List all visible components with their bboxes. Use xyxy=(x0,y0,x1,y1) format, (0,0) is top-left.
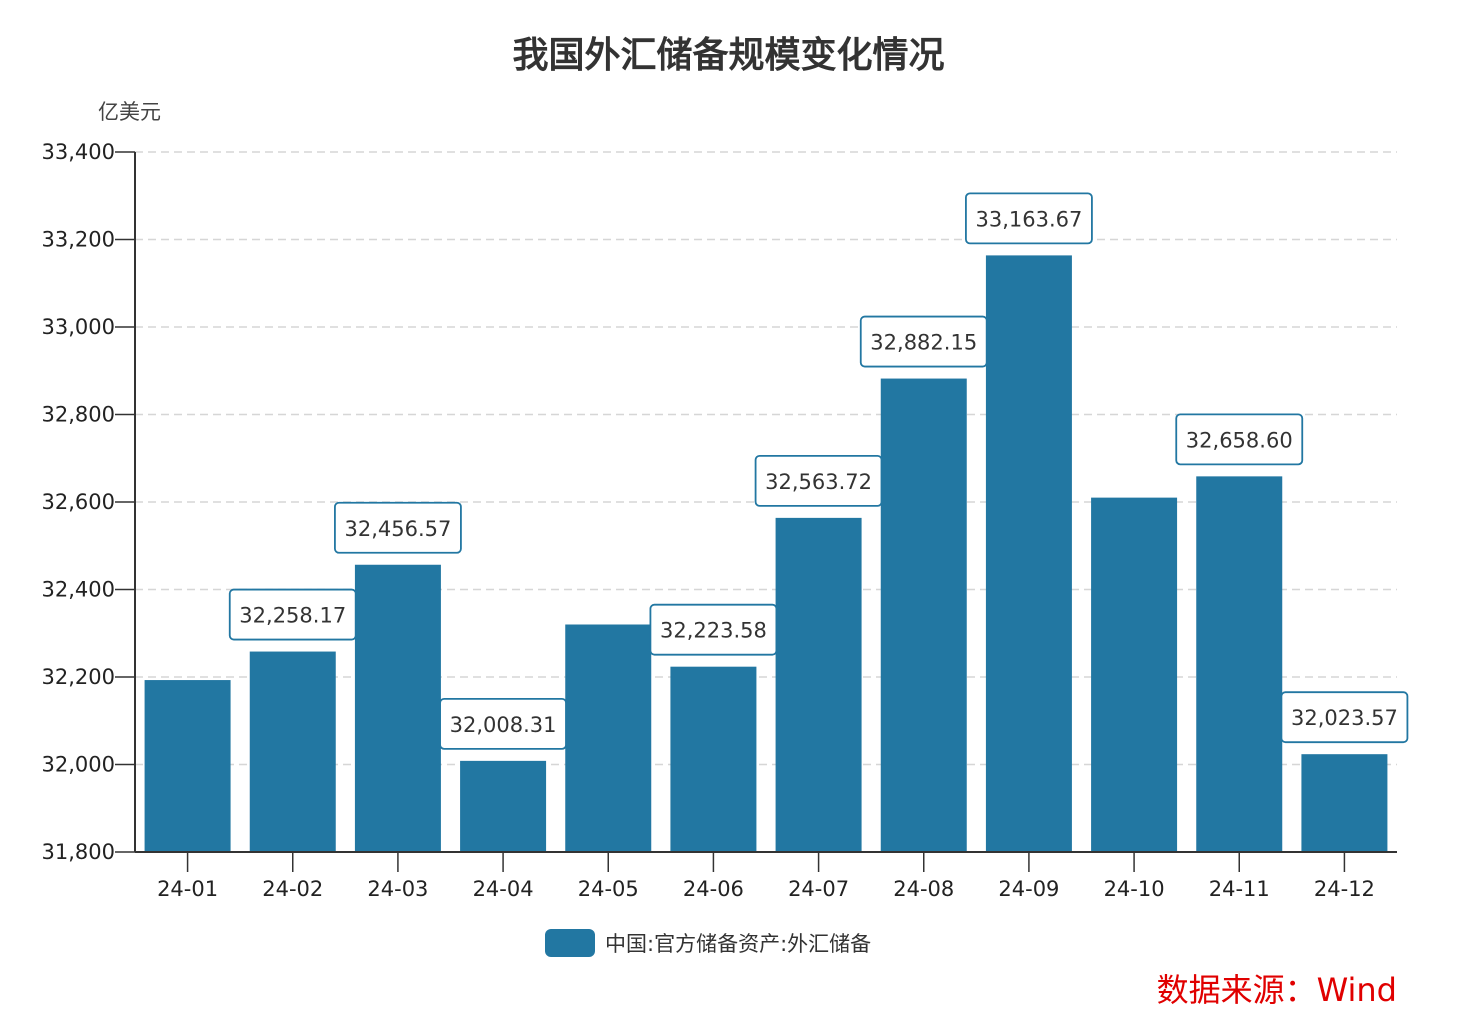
data-label: 32,258.17 xyxy=(239,604,346,628)
data-label: 32,023.57 xyxy=(1291,706,1398,730)
y-tick-label: 33,400 xyxy=(42,140,115,164)
x-tick-label: 24-09 xyxy=(998,877,1059,901)
bar xyxy=(249,651,336,852)
data-label: 32,456.57 xyxy=(344,517,451,541)
y-axis-unit-label: 亿美元 xyxy=(98,100,161,124)
data-label: 33,163.67 xyxy=(975,207,1082,231)
x-tick-label: 24-12 xyxy=(1314,877,1375,901)
bar xyxy=(354,564,441,852)
bar xyxy=(1091,497,1178,852)
data-label: 32,223.58 xyxy=(660,619,767,643)
data-label: 32,658.60 xyxy=(1186,428,1293,452)
x-tick-label: 24-07 xyxy=(788,877,849,901)
x-tick-label: 24-10 xyxy=(1104,877,1165,901)
legend-label: 中国:官方储备资产:外汇储备 xyxy=(605,932,872,956)
x-tick-label: 24-01 xyxy=(157,877,218,901)
y-tick-label: 32,600 xyxy=(42,490,115,514)
y-tick-label: 32,800 xyxy=(42,403,115,427)
y-tick-label: 32,200 xyxy=(42,665,115,689)
x-tick-label: 24-11 xyxy=(1209,877,1270,901)
data-label-box xyxy=(965,192,1093,245)
data-label-box xyxy=(1175,413,1304,466)
bar xyxy=(565,624,652,852)
chart-title: 我国外汇储备规模变化情况 xyxy=(512,35,945,76)
bar xyxy=(775,517,862,852)
bar xyxy=(1196,476,1283,852)
data-label-box xyxy=(1280,691,1409,744)
data-label: 32,882.15 xyxy=(870,331,977,355)
bar xyxy=(985,255,1072,852)
x-tick-label: 24-06 xyxy=(683,877,744,901)
data-label-box xyxy=(334,501,462,554)
data-label: 32,008.31 xyxy=(450,713,557,737)
y-tick-label: 31,800 xyxy=(42,840,115,864)
data-source: 数据来源：Wind xyxy=(1156,971,1397,1009)
x-tick-label: 24-08 xyxy=(893,877,954,901)
bar xyxy=(1301,754,1388,852)
x-tick-label: 24-05 xyxy=(578,877,639,901)
x-tick-label: 24-02 xyxy=(262,877,323,901)
y-tick-label: 32,400 xyxy=(42,578,115,602)
y-tick-label: 33,000 xyxy=(42,315,115,339)
legend[interactable]: 中国:官方储备资产:外汇储备 xyxy=(545,928,871,958)
bar xyxy=(144,680,231,852)
x-tick-label: 24-03 xyxy=(367,877,428,901)
y-tick-label: 33,200 xyxy=(42,228,115,252)
legend-swatch xyxy=(545,929,595,957)
y-tick-label: 32,000 xyxy=(42,753,115,777)
x-tick-label: 24-04 xyxy=(473,877,534,901)
bar xyxy=(880,378,967,852)
data-label: 32,563.72 xyxy=(765,470,872,494)
bar-chart: 31,800 32,000 32,200 32,400 32,600 32,800 33,0… xyxy=(42,140,1409,901)
bar xyxy=(670,666,757,852)
bar xyxy=(460,760,547,852)
